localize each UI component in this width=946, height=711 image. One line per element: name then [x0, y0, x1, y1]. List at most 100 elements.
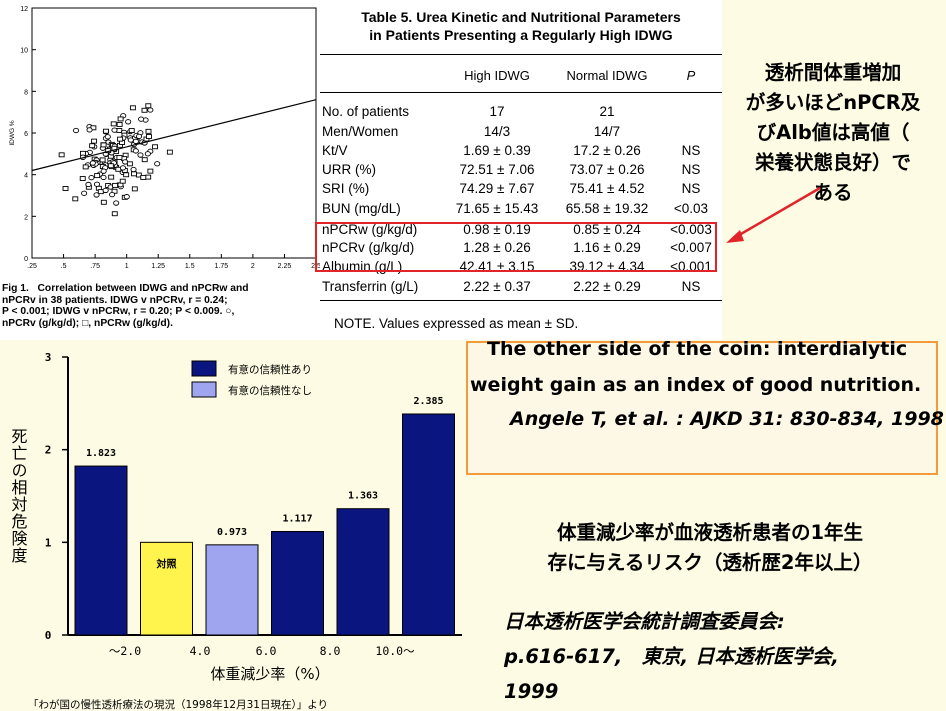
x-tick-label: .25: [27, 263, 37, 270]
y-tick-label: 0: [45, 629, 52, 642]
x-tick-label: 1.25: [151, 263, 165, 270]
data-point-square: [152, 144, 159, 150]
y-tick-label: 1: [45, 536, 52, 549]
y-tick-label: 4: [24, 173, 28, 180]
table-cell: 2.22 ± 0.29: [573, 279, 641, 294]
data-point-square: [131, 186, 138, 192]
bar: [336, 508, 390, 636]
data-point-square: [94, 173, 101, 179]
society-citation-line: 日本透析医学会統計調査委員会:: [504, 610, 785, 633]
data-point-square: [117, 136, 124, 142]
data-point-circle: [100, 174, 107, 181]
table-row: URR (%) 72.51 ± 7.06 73.07 ± 0.26 NS: [320, 162, 722, 180]
data-point-square: [108, 174, 115, 180]
table-cell: 71.65 ± 15.43: [455, 201, 539, 216]
data-point-square: [62, 186, 69, 191]
table-rule: [320, 54, 722, 55]
table-cell: NS: [681, 279, 701, 294]
society-citation-line: p.616-617, 東京, 日本透析医学会,: [504, 645, 839, 668]
data-point-circle: [86, 127, 93, 133]
data-point-square: [91, 138, 98, 144]
y-tick-label: 8: [24, 89, 28, 96]
table-cell: BUN (mg/dL): [322, 201, 401, 216]
bar-chart: 0 1 2 3 死亡の相対危険度 1.823 対照 0.973 1.117 1.363 2.385 ～…: [9, 351, 462, 711]
data-point-circle: [144, 151, 151, 157]
society-citation-line: 1999: [504, 680, 559, 703]
caption-line: P < 0.001; IDWG v nPCRw, r = 0.20; P < 0…: [2, 306, 235, 318]
table-cell: 1.28 ± 0.26: [463, 240, 531, 255]
bar: [402, 413, 455, 636]
y-tick-label: 0: [24, 256, 28, 263]
data-point-square: [89, 143, 96, 149]
citation-box: [466, 341, 938, 475]
x-tick-label: 1.5: [185, 263, 195, 270]
data-label: 1.823: [86, 448, 116, 459]
x-tick-label: 10.0～: [375, 644, 415, 658]
data-point-circle: [81, 190, 88, 196]
caption-line: Correlation between IDWG and nPCRw and: [37, 283, 249, 294]
table-rule: [320, 300, 722, 301]
data-point-square: [82, 164, 89, 170]
plot-frame: [31, 7, 317, 259]
table-cell: 14/3: [483, 124, 511, 139]
table-cell: <0.03: [673, 201, 709, 216]
data-point-circle: [138, 116, 145, 122]
data-point-square: [110, 121, 117, 127]
table-cell: 17: [489, 104, 505, 119]
data-label: 対照: [156, 557, 177, 570]
table-cell: nPCRv (g/kg/d): [322, 240, 415, 255]
table-cell: 72.51 ± 7.06: [459, 162, 535, 177]
y-axis-label: 死亡の相対危険度: [9, 428, 28, 564]
table-row: nPCRv (g/kg/d) 1.28 ± 0.26 1.16 ± 0.29 <0.0…: [320, 240, 722, 258]
column-header: P: [686, 68, 696, 83]
data-point-square: [97, 189, 104, 195]
table-row: Kt/V 1.69 ± 0.39 17.2 ± 0.26 NS: [320, 143, 722, 161]
caption-label: Fig 1.: [2, 283, 29, 294]
data-label: 2.385: [413, 396, 443, 407]
table-row: SRI (%) 74.29 ± 7.67 75.41 ± 4.52 NS: [320, 181, 722, 199]
table-title: Table 5. Urea Kinetic and Nutritional Pa…: [320, 8, 722, 44]
risk-text: 体重減少率が血液透析患者の1年生 存に与えるリスク（透析歴2年以上）: [474, 518, 946, 578]
y-tick-label: 2: [24, 214, 28, 221]
table-cell: 2.22 ± 0.37: [463, 279, 531, 294]
figure1-panel: 12 10 8 6 4 2 0.25.5.75 1 1.25 1.5 1.75 2 2.25 2.5 IDW…: [0, 0, 320, 340]
y-tick-label: 6: [24, 131, 28, 138]
annotation-line: 栄養状態良好）で: [754, 151, 911, 174]
data-point-square: [146, 134, 152, 139]
table-cell: <0.003: [670, 222, 712, 237]
data-point-square: [111, 211, 118, 217]
data-point-square: [72, 196, 79, 202]
x-tick-label: 2: [251, 263, 255, 270]
data-point-circle: [111, 127, 118, 133]
table-rule: [320, 92, 722, 93]
data-point-square: [100, 142, 107, 148]
table-cell: NS: [681, 143, 701, 158]
legend-label: 有意の信頼性なし: [228, 384, 312, 397]
data-point-square: [103, 128, 109, 134]
table-title-line2: in Patients Presenting a Regularly High …: [369, 27, 673, 43]
trend-line: [31, 99, 317, 172]
data-point-circle: [109, 191, 116, 198]
data-point-circle: [85, 181, 92, 188]
data-point-circle: [119, 165, 127, 171]
data-point-square: [116, 155, 123, 161]
data-point-square: [145, 128, 152, 134]
column-header: Normal IDWG: [566, 68, 648, 83]
table-cell: <0.007: [670, 240, 712, 255]
english-title-line1: The other side of the coin: interdialyti…: [487, 338, 908, 360]
x-tick-label: .75: [90, 263, 100, 270]
table-cell: 65.58 ± 19.32: [565, 201, 649, 216]
figure1-caption: Fig 1. Correlation between IDWG and nPCR…: [2, 283, 320, 329]
data-point-circle: [102, 187, 109, 194]
table-row: Transferrin (g/L) 2.22 ± 0.37 2.22 ± 0.29 N…: [320, 279, 722, 297]
bar: [205, 544, 259, 636]
y-tick-label: 2: [45, 444, 52, 457]
bar: [74, 465, 128, 636]
red-arrow-icon: [726, 186, 821, 243]
data-point-square: [79, 176, 86, 181]
data-point-circle: [93, 181, 101, 187]
risk-text-line: 存に与えるリスク（透析歴2年以上）: [547, 551, 873, 574]
table-cell: 1.16 ± 0.29: [573, 240, 641, 255]
bar: [271, 530, 324, 636]
